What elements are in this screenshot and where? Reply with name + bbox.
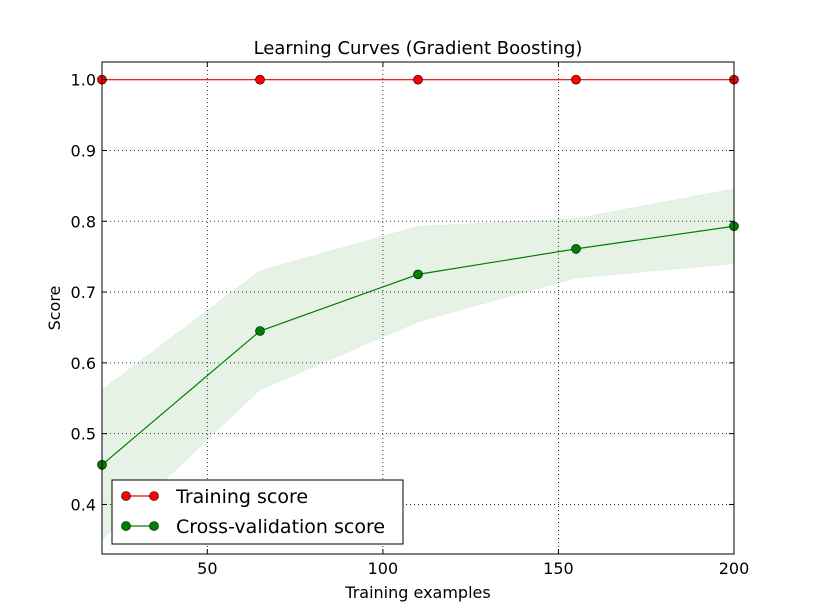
data-point <box>571 74 581 85</box>
legend-label: Cross-validation score <box>176 516 385 538</box>
confidence-bands <box>101 79 735 542</box>
data-point <box>413 269 423 280</box>
chart-title: Learning Curves (Gradient Boosting) <box>254 38 583 59</box>
x-tick-label: 200 <box>719 559 750 578</box>
legend-marker <box>149 491 159 501</box>
data-point <box>571 244 581 254</box>
y-axis-label: Score <box>45 286 64 331</box>
x-axis-label: Training examples <box>344 583 490 602</box>
axis-ticks: 50 100 150 200 0.4 0.5 0.6 0.7 0.8 0.9 1.0 <box>71 62 750 578</box>
legend-box <box>111 479 404 545</box>
x-tick-label: 150 <box>543 559 574 578</box>
y-tick-label: 1.0 <box>71 71 96 90</box>
y-tick-label: 0.8 <box>71 212 96 231</box>
legend-label: Training score <box>175 486 308 508</box>
legend: Training score Cross-validation score <box>111 479 404 545</box>
y-tick-label: 0.4 <box>71 495 96 514</box>
plot-frame <box>101 61 735 555</box>
legend-marker <box>149 521 159 531</box>
data-point <box>413 74 423 85</box>
x-tick-label: 100 <box>368 559 399 578</box>
y-tick-label: 0.9 <box>71 141 96 160</box>
y-tick-label: 0.7 <box>71 283 96 302</box>
legend-marker <box>121 521 131 531</box>
y-tick-label: 0.5 <box>71 425 96 444</box>
y-tick-label: 0.6 <box>71 354 96 373</box>
data-point <box>255 326 265 336</box>
legend-marker <box>121 491 131 501</box>
x-tick-label: 50 <box>197 559 217 578</box>
data-point <box>255 74 265 85</box>
